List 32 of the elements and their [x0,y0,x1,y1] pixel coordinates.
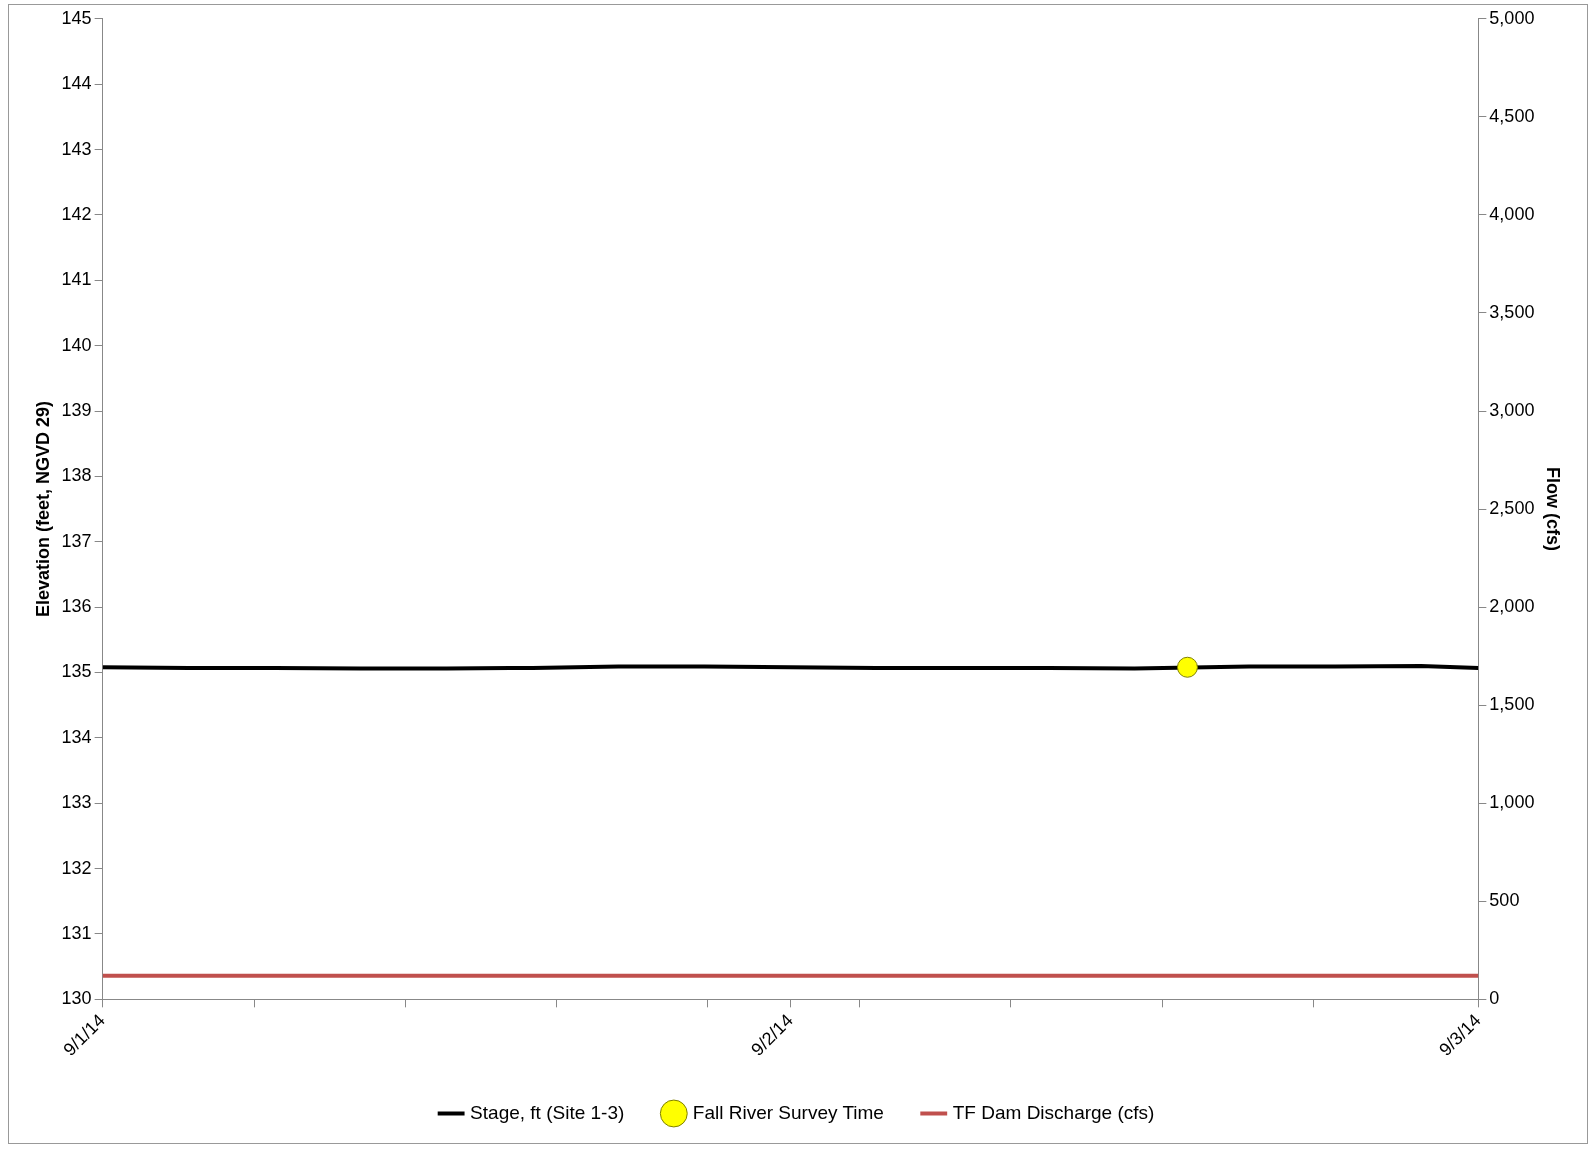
y2-tick-label: 4,000 [1489,203,1535,224]
y-tick-label: 138 [61,465,92,486]
y2-axis-title: Flow (cfs) [1543,467,1564,552]
legend-label: Fall River Survey Time [692,1101,884,1123]
y-tick-label: 144 [61,73,92,94]
y-tick-label: 143 [61,138,92,159]
y-tick-label: 136 [61,596,92,617]
y-tick-label: 132 [61,857,92,878]
y-tick-label: 133 [61,792,92,813]
legend-label: TF Dam Discharge (cfs) [952,1101,1155,1123]
y-tick-label: 130 [61,988,92,1009]
y2-tick-label: 1,000 [1489,792,1535,813]
y2-tick-label: 1,500 [1489,694,1535,715]
y2-tick-label: 5,000 [1489,7,1535,28]
y-tick-label: 135 [61,661,92,682]
y-tick-label: 134 [61,726,92,747]
y-tick-label: 140 [61,334,92,355]
y2-tick-label: 3,000 [1489,399,1535,420]
y-tick-label: 139 [61,399,92,420]
y2-tick-label: 4,500 [1489,105,1535,126]
y-tick-label: 145 [61,7,92,28]
legend-label: Stage, ft (Site 1-3) [470,1101,625,1123]
y2-tick-label: 2,000 [1489,596,1535,617]
y-axis-title: Elevation (feet, NGVD 29) [32,401,53,618]
y-tick-label: 142 [61,203,92,224]
y2-tick-label: 3,500 [1489,301,1535,322]
y2-tick-label: 0 [1489,988,1500,1009]
y-tick-label: 131 [61,922,92,943]
y-tick-label: 137 [61,530,92,551]
y2-tick-label: 500 [1489,890,1520,911]
y-tick-label: 141 [61,269,92,290]
y2-tick-label: 2,500 [1489,498,1535,519]
